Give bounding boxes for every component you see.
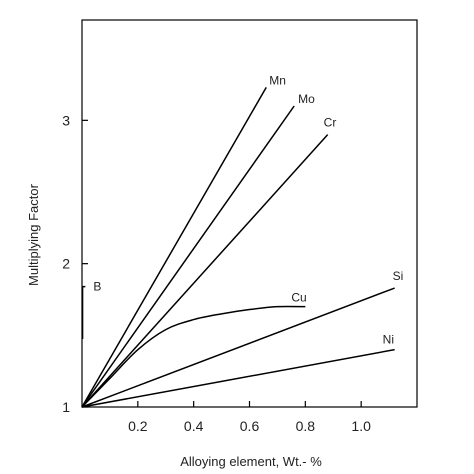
axes: 0.2 0.4 0.6 0.8 1.0 1 2 3 <box>62 19 418 434</box>
series-line-cu <box>81 305 306 408</box>
x-tick-label: 0.4 <box>184 418 204 434</box>
series-label-mn: Mn <box>269 73 286 87</box>
series-layer: Mn Mo Cr Cu Si Ni B <box>81 73 404 408</box>
x-tick-label: 0.2 <box>128 418 148 434</box>
x-tick-label: 1.0 <box>351 418 371 434</box>
series-label-cr: Cr <box>324 116 337 130</box>
x-axis-title: Alloying element, Wt.- % <box>180 454 322 469</box>
series-line-mn <box>81 86 267 408</box>
y-tick-label: 2 <box>62 256 70 272</box>
y-tick-label: 1 <box>62 399 70 415</box>
series-label-mo: Mo <box>298 92 315 106</box>
series-line-ni <box>81 348 395 408</box>
x-tick-label: 0.8 <box>296 418 316 434</box>
series-line-cr <box>81 134 329 408</box>
y-tick-label: 3 <box>62 112 70 128</box>
y-axis-title: Multiplying Factor <box>26 183 41 286</box>
series-label-b: B <box>93 280 101 294</box>
series-line-mo <box>81 105 295 408</box>
series-label-si: Si <box>393 269 404 283</box>
series-line-si <box>81 287 395 408</box>
series-label-cu: Cu <box>291 291 306 305</box>
plot-frame <box>81 19 418 408</box>
x-tick-label: 0.6 <box>240 418 260 434</box>
series-line-b <box>81 285 86 339</box>
series-label-ni: Ni <box>383 333 394 347</box>
